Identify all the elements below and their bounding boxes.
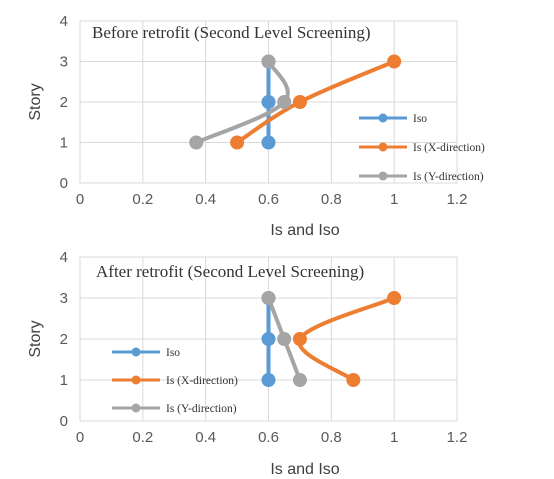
data-point [261, 135, 276, 150]
y-tick-label: 3 [60, 290, 68, 307]
data-point [292, 373, 307, 387]
x-tick-label: 0.6 [258, 429, 279, 446]
x-tick-label: 0 [76, 191, 84, 208]
legend-swatch-marker [131, 403, 141, 413]
legend-label: Is (X-direction) [413, 142, 485, 154]
legend-swatch-marker [378, 171, 388, 181]
tick-labels: 0 0.2 0.4 0.6 0.8 1 1.2 0 1 2 3 4 [60, 249, 468, 446]
y-tick-label: 1 [60, 372, 68, 389]
legend-label: Iso [166, 347, 180, 359]
legend-label: Is (Y-direction) [413, 171, 484, 183]
legend-swatch-marker [378, 142, 388, 152]
data-point [230, 135, 245, 150]
data-point [387, 291, 402, 305]
y-tick-label: 3 [60, 54, 68, 71]
x-tick-label: 0.2 [132, 191, 153, 208]
data-point [261, 291, 276, 305]
data-point [189, 135, 204, 150]
x-tick-label: 0.8 [321, 191, 342, 208]
x-tick-label: 0.6 [258, 191, 279, 208]
x-tick-label: 0.4 [195, 429, 216, 446]
x-tick-label: 1.2 [447, 429, 468, 446]
y-tick-label: 4 [60, 249, 68, 266]
data-point [346, 373, 361, 387]
x-tick-label: 0 [76, 429, 84, 446]
x-axis-title: Is and Iso [270, 461, 339, 478]
y-tick-label: 2 [60, 94, 68, 111]
x-tick-label: 0.4 [195, 191, 216, 208]
data-point [261, 95, 276, 109]
tick-labels: 0 0.2 0.4 0.6 0.8 1 1.2 0 1 2 3 4 [60, 13, 468, 208]
data-point [387, 54, 402, 69]
x-tick-label: 0.8 [321, 429, 342, 446]
x-tick-label: 1 [390, 191, 398, 208]
data-point [277, 332, 292, 346]
chart-title: After retrofit (Second Level Screening) [96, 262, 364, 281]
data-point [261, 54, 276, 69]
y-tick-label: 0 [60, 175, 68, 192]
legend: Iso Is (X-direction) Is (Y-direction) [112, 347, 238, 415]
legend: Iso Is (X-direction) Is (Y-direction) [359, 113, 485, 183]
data-point [292, 95, 307, 109]
y-tick-label: 4 [60, 13, 68, 30]
x-tick-label: 0.2 [132, 429, 153, 446]
x-axis-title: Is and Iso [270, 222, 339, 239]
data-point [261, 332, 276, 346]
x-tick-label: 1.2 [447, 191, 468, 208]
legend-swatch-marker [131, 347, 141, 357]
y-axis-title: Story [27, 83, 44, 120]
legend-label: Is (Y-direction) [166, 403, 237, 415]
x-tick-label: 1 [390, 429, 398, 446]
chart-before-retrofit: 0 0.2 0.4 0.6 0.8 1 1.2 0 1 2 3 4 Before retrofit (… [27, 13, 485, 239]
data-point [292, 332, 307, 346]
legend-swatch-marker [131, 375, 141, 385]
data-point [277, 95, 292, 109]
series-group [189, 54, 402, 150]
y-axis-title: Story [27, 320, 44, 357]
legend-swatch-marker [378, 113, 388, 123]
legend-label: Iso [413, 113, 427, 125]
y-tick-label: 1 [60, 135, 68, 152]
data-point [261, 373, 276, 387]
chart-title: Before retrofit (Second Level Screening) [92, 23, 371, 42]
y-tick-label: 2 [60, 331, 68, 348]
chart-after-retrofit: 0 0.2 0.4 0.6 0.8 1 1.2 0 1 2 3 4 After retrofit (S… [27, 249, 467, 478]
legend-label: Is (X-direction) [166, 375, 238, 387]
y-tick-label: 0 [60, 413, 68, 430]
series-group [261, 291, 402, 387]
